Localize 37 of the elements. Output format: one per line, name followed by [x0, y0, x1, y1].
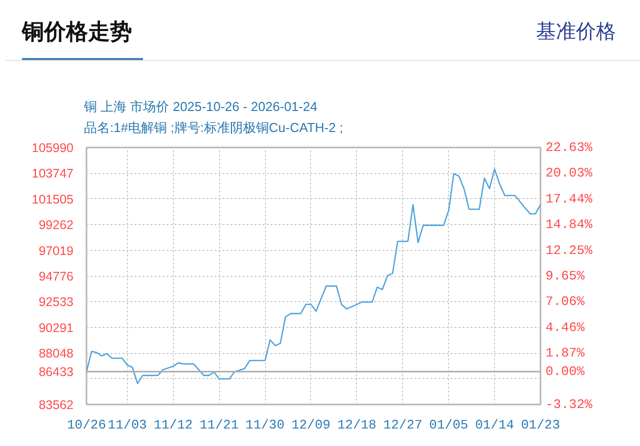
y-tick-label: 105990 [32, 141, 74, 155]
y2-tick-label: 14.84% [546, 217, 593, 232]
x-tick-label: 01/05 [429, 418, 468, 432]
y-tick-label: 94776 [38, 270, 74, 284]
line-series [86, 168, 540, 384]
y2-tick-label: -3.32% [546, 397, 593, 412]
y-tick-label: 86433 [38, 365, 74, 380]
y-tick-label: 97019 [38, 244, 74, 258]
x-tick-label: 01/14 [475, 418, 514, 432]
y-tick-label: 92533 [38, 295, 74, 310]
y2-tick-label: 4.46% [546, 320, 585, 335]
x-tick-label: 12/27 [383, 418, 422, 432]
y2-tick-label: 12.25% [546, 242, 593, 258]
y2-tick-label: 0.00% [546, 364, 585, 380]
x-tick-label: 11/30 [246, 418, 285, 432]
y2-tick-label: 17.44% [546, 191, 593, 206]
x-tick-label: 01/23 [520, 418, 560, 432]
x-tick-label: 12/18 [337, 418, 376, 432]
x-tick-label: 11/03 [108, 418, 147, 432]
x-tick-label: 10/26 [66, 418, 106, 432]
x-tick-label: 11/21 [200, 418, 239, 432]
y2-tick-label: 22.63% [546, 140, 593, 155]
y-tick-label: 101505 [32, 192, 74, 206]
y-tick-label: 90291 [38, 320, 74, 335]
y-tick-label: 99262 [38, 218, 74, 232]
y-tick-label: 88048 [38, 346, 74, 361]
y-tick-label: 103747 [32, 166, 74, 181]
chart-subtitle: 铜 上海 市场价 2025-10-26 - 2026-01-24 品名:1#电解铜 ;牌号:标准阴极铜Cu-CATH-2 ; [84, 98, 344, 137]
y2-tick-label: 20.03% [546, 166, 593, 181]
text: 基准价格 [536, 20, 616, 44]
chart-title: 铜价格走势 [22, 19, 132, 45]
y2-tick-label: 7.06% [546, 294, 585, 310]
x-tick-label: 12/09 [291, 418, 330, 432]
y-tick-label: 83562 [38, 398, 74, 412]
y2-tick-label: 1.87% [546, 346, 585, 361]
x-tick-label: 11/12 [154, 418, 193, 432]
y2-tick-label: 9.65% [546, 268, 585, 284]
